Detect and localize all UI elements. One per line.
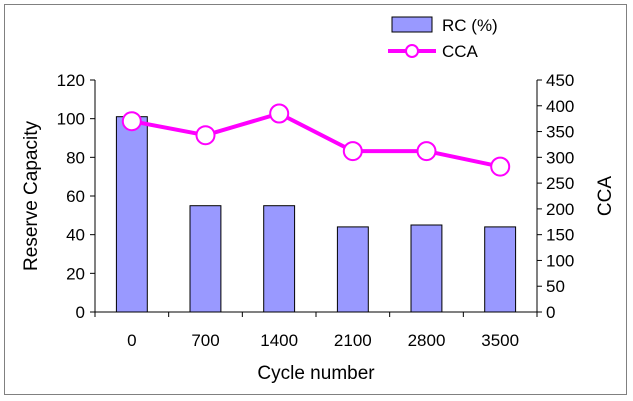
- bar: [410, 224, 443, 313]
- axes: [94, 80, 538, 313]
- legend-bar-swatch: [391, 16, 433, 33]
- y-tick-label: 100: [57, 110, 85, 129]
- cca-point: [195, 125, 216, 146]
- y2-tick-label: 250: [546, 174, 574, 193]
- x-tick-label: 3500: [481, 331, 519, 350]
- cca-point: [121, 111, 142, 132]
- x-tick-label: 2100: [334, 331, 372, 350]
- line-series: [121, 103, 511, 177]
- y2-tick-label: 200: [546, 200, 574, 219]
- legend: RC (%) CCA: [388, 16, 498, 61]
- left-axis-ticks: 0 20 40 60 80 100 120: [57, 71, 95, 322]
- y-axis-title: Reserve Capacity: [21, 121, 42, 271]
- legend-bar-label: RC (%): [442, 16, 498, 35]
- cca-line: [131, 111, 501, 169]
- legend-line-marker: [405, 44, 419, 58]
- bar: [115, 116, 148, 313]
- y2-tick-label: 450: [546, 71, 574, 90]
- chart-frame: [4, 4, 627, 395]
- x-tick-label: 0: [127, 331, 136, 350]
- y2-tick-label: 300: [546, 148, 574, 167]
- x-tick-label: 700: [191, 331, 219, 350]
- x-axis-title: Cycle number: [257, 363, 375, 384]
- cca-point: [342, 141, 363, 162]
- y2-tick-label: 0: [546, 303, 555, 322]
- bar: [336, 226, 369, 313]
- y-tick-label: 40: [66, 226, 85, 245]
- x-tick-label: 2800: [408, 331, 446, 350]
- y-tick-label: 120: [57, 71, 85, 90]
- y-tick-label: 20: [66, 264, 85, 283]
- y2-tick-label: 350: [546, 123, 574, 142]
- y2-axis-title: CCA: [595, 176, 616, 216]
- cca-point: [416, 141, 437, 162]
- x-tick-label: 1400: [260, 331, 298, 350]
- y-tick-label: 80: [66, 148, 85, 167]
- y2-tick-label: 150: [546, 226, 574, 245]
- bar: [189, 205, 222, 313]
- cca-point: [490, 156, 511, 177]
- y-tick-label: 60: [66, 187, 85, 206]
- x-axis-ticks: 0 700 1400 2100 2800 3500: [94, 312, 538, 350]
- y-tick-label: 0: [76, 303, 85, 322]
- cca-point: [269, 103, 290, 124]
- bar-series: [115, 116, 517, 313]
- y2-tick-label: 400: [546, 97, 574, 116]
- bar: [263, 205, 296, 313]
- legend-line-label: CCA: [442, 42, 479, 61]
- y2-tick-label: 100: [546, 251, 574, 270]
- bar: [484, 226, 517, 313]
- y2-tick-label: 50: [546, 277, 565, 296]
- right-axis-ticks: 0 50 100 150 200 250 300 350 400 450: [537, 71, 574, 322]
